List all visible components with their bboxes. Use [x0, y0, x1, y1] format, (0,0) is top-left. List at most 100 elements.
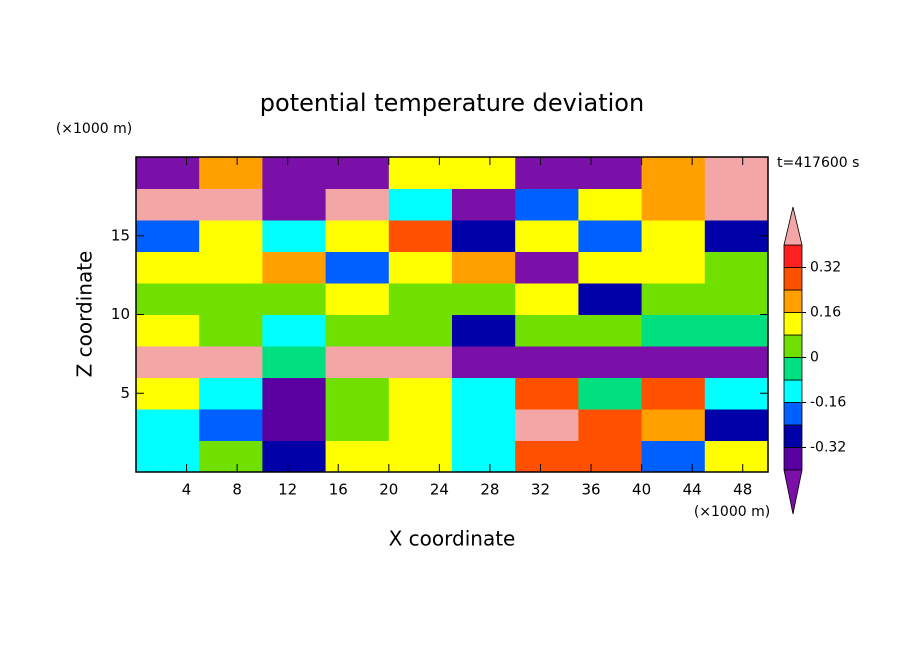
field-cell — [325, 377, 390, 410]
field-cell — [452, 251, 516, 284]
field-cell — [578, 346, 643, 378]
field-cell — [515, 157, 579, 189]
field-cell — [515, 220, 579, 252]
field-cell — [388, 377, 453, 410]
field-cell — [641, 440, 706, 473]
field-cell — [199, 188, 263, 221]
field-cell — [199, 409, 263, 441]
colorbar-tick-label: 0.32 — [810, 260, 841, 276]
field-cell — [452, 377, 516, 410]
field-cell — [641, 314, 706, 347]
field-cell — [452, 157, 516, 189]
colorbar-tick-label: 0.16 — [810, 305, 841, 321]
field-cell — [641, 346, 706, 378]
field-cell — [199, 377, 263, 410]
field-cell — [641, 409, 706, 441]
colorbar-top-triangle — [783, 206, 803, 246]
y-tick-label: 5 — [120, 384, 130, 402]
field-cell — [452, 440, 516, 473]
field-cell — [704, 220, 769, 252]
field-cell — [388, 283, 453, 315]
x-tick-label: 20 — [379, 481, 398, 499]
x-tick-label: 12 — [278, 481, 297, 499]
colorbar-box — [783, 244, 803, 268]
field-cell — [262, 220, 327, 252]
field-cell — [325, 251, 390, 284]
field-cell — [704, 409, 769, 441]
field-cell — [704, 283, 769, 315]
field-cell — [199, 440, 263, 473]
field-cell — [452, 314, 516, 347]
field-cell — [452, 346, 516, 378]
y-tick-label: 10 — [111, 305, 130, 323]
field-cell — [452, 283, 516, 315]
chart-title: potential temperature deviation — [260, 89, 644, 117]
field-cell — [325, 314, 390, 347]
field-cell — [515, 409, 579, 441]
field-cell — [388, 220, 453, 252]
field-cell — [388, 409, 453, 441]
colorbar-box — [783, 267, 803, 291]
colorbar-box — [783, 312, 803, 336]
field-cell — [704, 314, 769, 347]
field-cell — [262, 440, 327, 473]
field-cell — [578, 314, 643, 347]
field-cell — [578, 251, 643, 284]
field-cell — [388, 314, 453, 347]
field-cell — [199, 251, 263, 284]
field-cell — [515, 283, 579, 315]
field-cell — [704, 157, 769, 189]
field-cell — [515, 440, 579, 473]
field-cell — [262, 409, 327, 441]
field-cell — [262, 377, 327, 410]
field-cell — [136, 157, 200, 189]
field-cell — [136, 440, 200, 473]
x-tick-label: 4 — [182, 481, 192, 499]
colorbar-box — [783, 447, 803, 471]
field-cell — [136, 377, 200, 410]
annotation: t=417600 s — [777, 155, 859, 171]
x-unit: (×1000 m) — [694, 504, 770, 520]
field-cell — [199, 346, 263, 378]
field-cell — [262, 283, 327, 315]
field-cell — [515, 188, 579, 221]
field-cell — [578, 157, 643, 189]
field-cell — [136, 251, 200, 284]
x-tick-label: 16 — [329, 481, 348, 499]
field-cell — [641, 377, 706, 410]
field-cell — [136, 283, 200, 315]
field-cell — [641, 283, 706, 315]
field-cell — [578, 409, 643, 441]
x-tick-label: 44 — [683, 481, 702, 499]
field-cell — [388, 251, 453, 284]
field-cell — [388, 346, 453, 378]
field-cell — [199, 283, 263, 315]
field-cell — [515, 251, 579, 284]
field-cell — [578, 440, 643, 473]
field-cell — [641, 157, 706, 189]
field-cell — [452, 409, 516, 441]
field-cell — [704, 377, 769, 410]
field-cell — [262, 251, 327, 284]
colorbar-box — [783, 357, 803, 381]
field-cell — [325, 157, 390, 189]
field-cell — [136, 188, 200, 221]
field-cell — [262, 314, 327, 347]
colorbar-tick-label: -0.32 — [810, 440, 846, 456]
y-axis-label: Z coordinate — [73, 251, 97, 378]
field-cell — [578, 283, 643, 315]
field-cell — [452, 220, 516, 252]
field-cell — [515, 377, 579, 410]
x-tick-label: 24 — [430, 481, 449, 499]
field-cell — [452, 188, 516, 221]
colorbar-box — [783, 289, 803, 313]
field-cell — [262, 346, 327, 378]
x-tick-label: 8 — [232, 481, 242, 499]
x-tick-label: 28 — [480, 481, 499, 499]
field-cell — [199, 157, 263, 189]
field-cell — [578, 188, 643, 221]
field-cell — [515, 314, 579, 347]
field-cell — [704, 188, 769, 221]
field-cell — [704, 346, 769, 378]
